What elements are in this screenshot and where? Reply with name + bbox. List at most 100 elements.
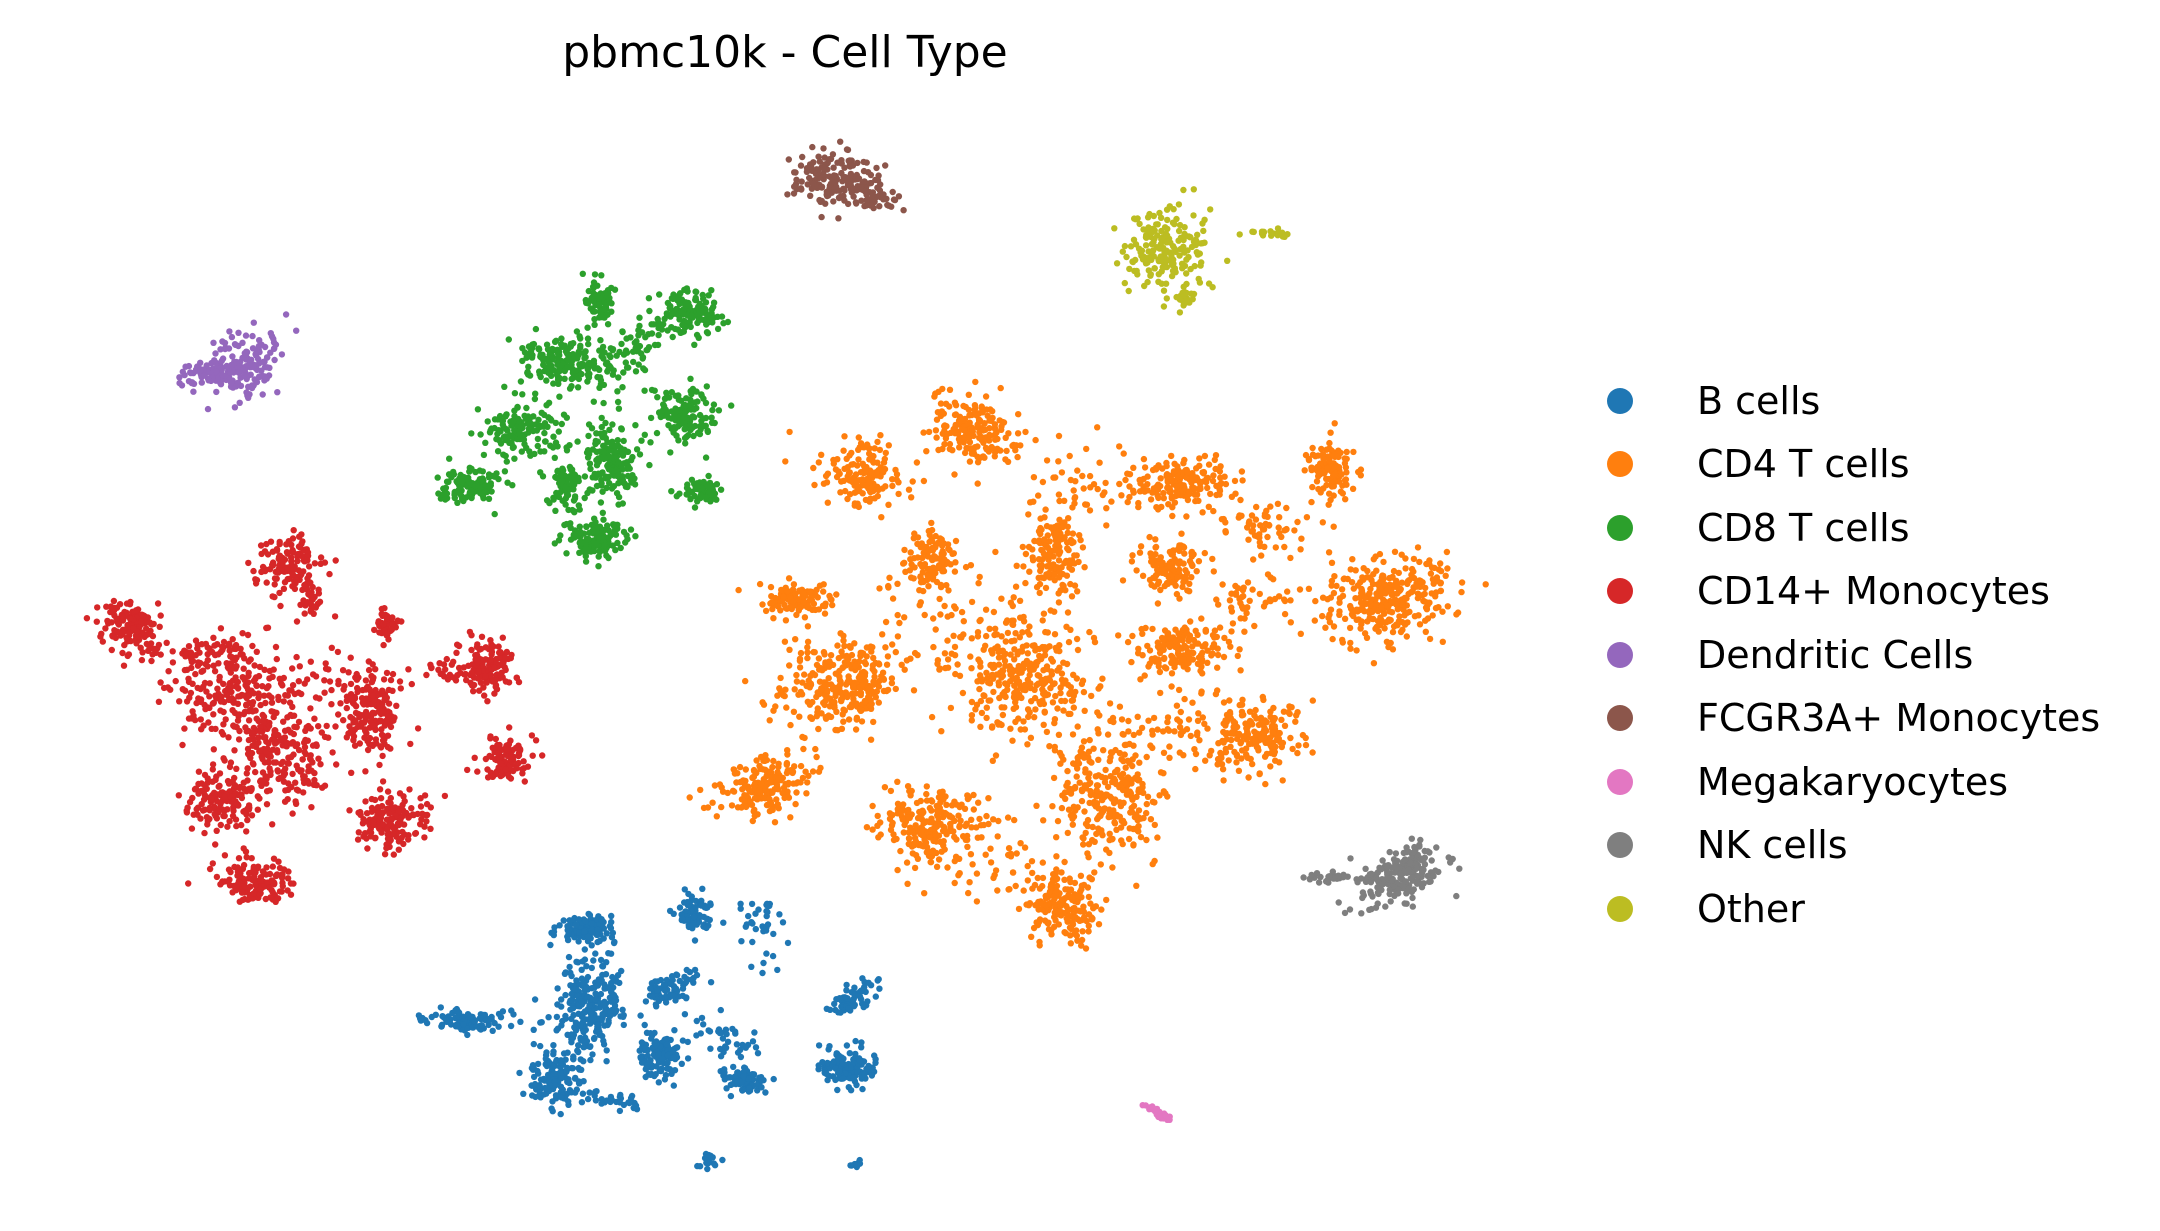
data-point: [1068, 566, 1076, 573]
data-point: [1130, 742, 1137, 749]
data-point: [1106, 836, 1113, 844]
data-point: [996, 417, 1003, 424]
data-point: [587, 1043, 594, 1050]
data-point: [590, 957, 597, 964]
data-point: [917, 573, 924, 581]
data-point: [1147, 816, 1155, 823]
data-point: [1036, 580, 1044, 588]
data-point: [1014, 453, 1021, 461]
data-point: [742, 677, 749, 685]
data-point: [602, 971, 610, 978]
data-point: [1013, 850, 1020, 857]
data-point: [912, 822, 919, 829]
data-point: [809, 606, 816, 613]
data-point: [1100, 747, 1107, 754]
data-point: [782, 584, 789, 591]
data-point: [1233, 752, 1241, 760]
data-point: [1175, 630, 1182, 637]
data-point: [1348, 579, 1356, 586]
data-point: [1225, 757, 1232, 764]
data-point: [844, 679, 851, 686]
data-point: [826, 1006, 834, 1013]
data-point: [1175, 545, 1182, 552]
data-point: [605, 950, 612, 957]
data-point: [965, 889, 972, 897]
data-point: [708, 306, 716, 313]
data-point: [1340, 575, 1348, 583]
data-point: [938, 728, 945, 735]
data-point: [770, 757, 777, 765]
data-point: [1095, 756, 1102, 763]
data-point: [1078, 744, 1086, 751]
data-point: [840, 637, 847, 644]
data-point: [706, 916, 713, 924]
data-point: [838, 696, 845, 703]
data-point: [460, 1021, 467, 1028]
data-point: [563, 1068, 570, 1075]
data-point: [1163, 459, 1170, 467]
data-point: [1119, 730, 1126, 738]
data-point: [756, 580, 764, 588]
data-point: [825, 712, 832, 719]
data-point: [1229, 620, 1237, 627]
data-point: [1212, 690, 1220, 698]
data-point: [598, 1096, 605, 1103]
data-point: [1136, 549, 1144, 556]
data-point: [1147, 496, 1155, 503]
data-point: [1251, 728, 1258, 735]
data-point: [1098, 906, 1105, 913]
data-point: [1143, 836, 1150, 844]
data-point: [763, 950, 770, 957]
data-point: [443, 1017, 450, 1024]
data-point: [730, 788, 738, 795]
data-point: [987, 661, 994, 669]
data-point: [1257, 522, 1264, 529]
data-point: [1279, 739, 1287, 747]
data-point: [1114, 766, 1121, 774]
data-point: [1145, 717, 1152, 724]
data-point: [896, 619, 903, 627]
data-point: [1204, 484, 1211, 492]
data-point: [1325, 614, 1332, 621]
data-point: [734, 1078, 741, 1086]
data-point: [598, 314, 606, 321]
data-point: [951, 603, 958, 610]
data-point: [507, 1022, 515, 1030]
data-point: [575, 938, 582, 945]
data-point: [1437, 580, 1444, 587]
data-point: [1429, 612, 1436, 619]
data-point: [873, 688, 881, 695]
data-point: [821, 610, 829, 617]
data-point: [946, 386, 954, 393]
data-point: [861, 698, 869, 705]
data-point: [720, 919, 727, 926]
data-point: [951, 471, 958, 478]
data-point: [1007, 671, 1014, 678]
data-point: [1402, 565, 1409, 572]
data-point: [1027, 734, 1035, 741]
data-point: [1087, 787, 1094, 795]
data-point: [834, 1086, 841, 1094]
data-point: [1439, 638, 1447, 645]
data-point: [841, 642, 848, 650]
data-point: [1193, 731, 1201, 739]
data-point: [455, 1009, 463, 1016]
data-point: [1046, 677, 1054, 684]
data-point: [1308, 464, 1315, 471]
data-point: [1190, 649, 1197, 657]
data-point: [968, 816, 975, 823]
data-point: [916, 587, 923, 594]
data-point: [1042, 902, 1050, 909]
data-point: [810, 600, 818, 607]
data-point: [714, 325, 722, 333]
data-point: [1054, 908, 1062, 915]
data-point: [1078, 797, 1086, 805]
data-point: [1349, 485, 1357, 492]
data-point: [556, 922, 563, 929]
data-point: [789, 598, 797, 605]
data-point: [951, 568, 959, 575]
data-point: [588, 964, 595, 972]
data-point: [904, 880, 911, 887]
data-point: [1264, 533, 1271, 541]
data-point: [976, 573, 983, 581]
